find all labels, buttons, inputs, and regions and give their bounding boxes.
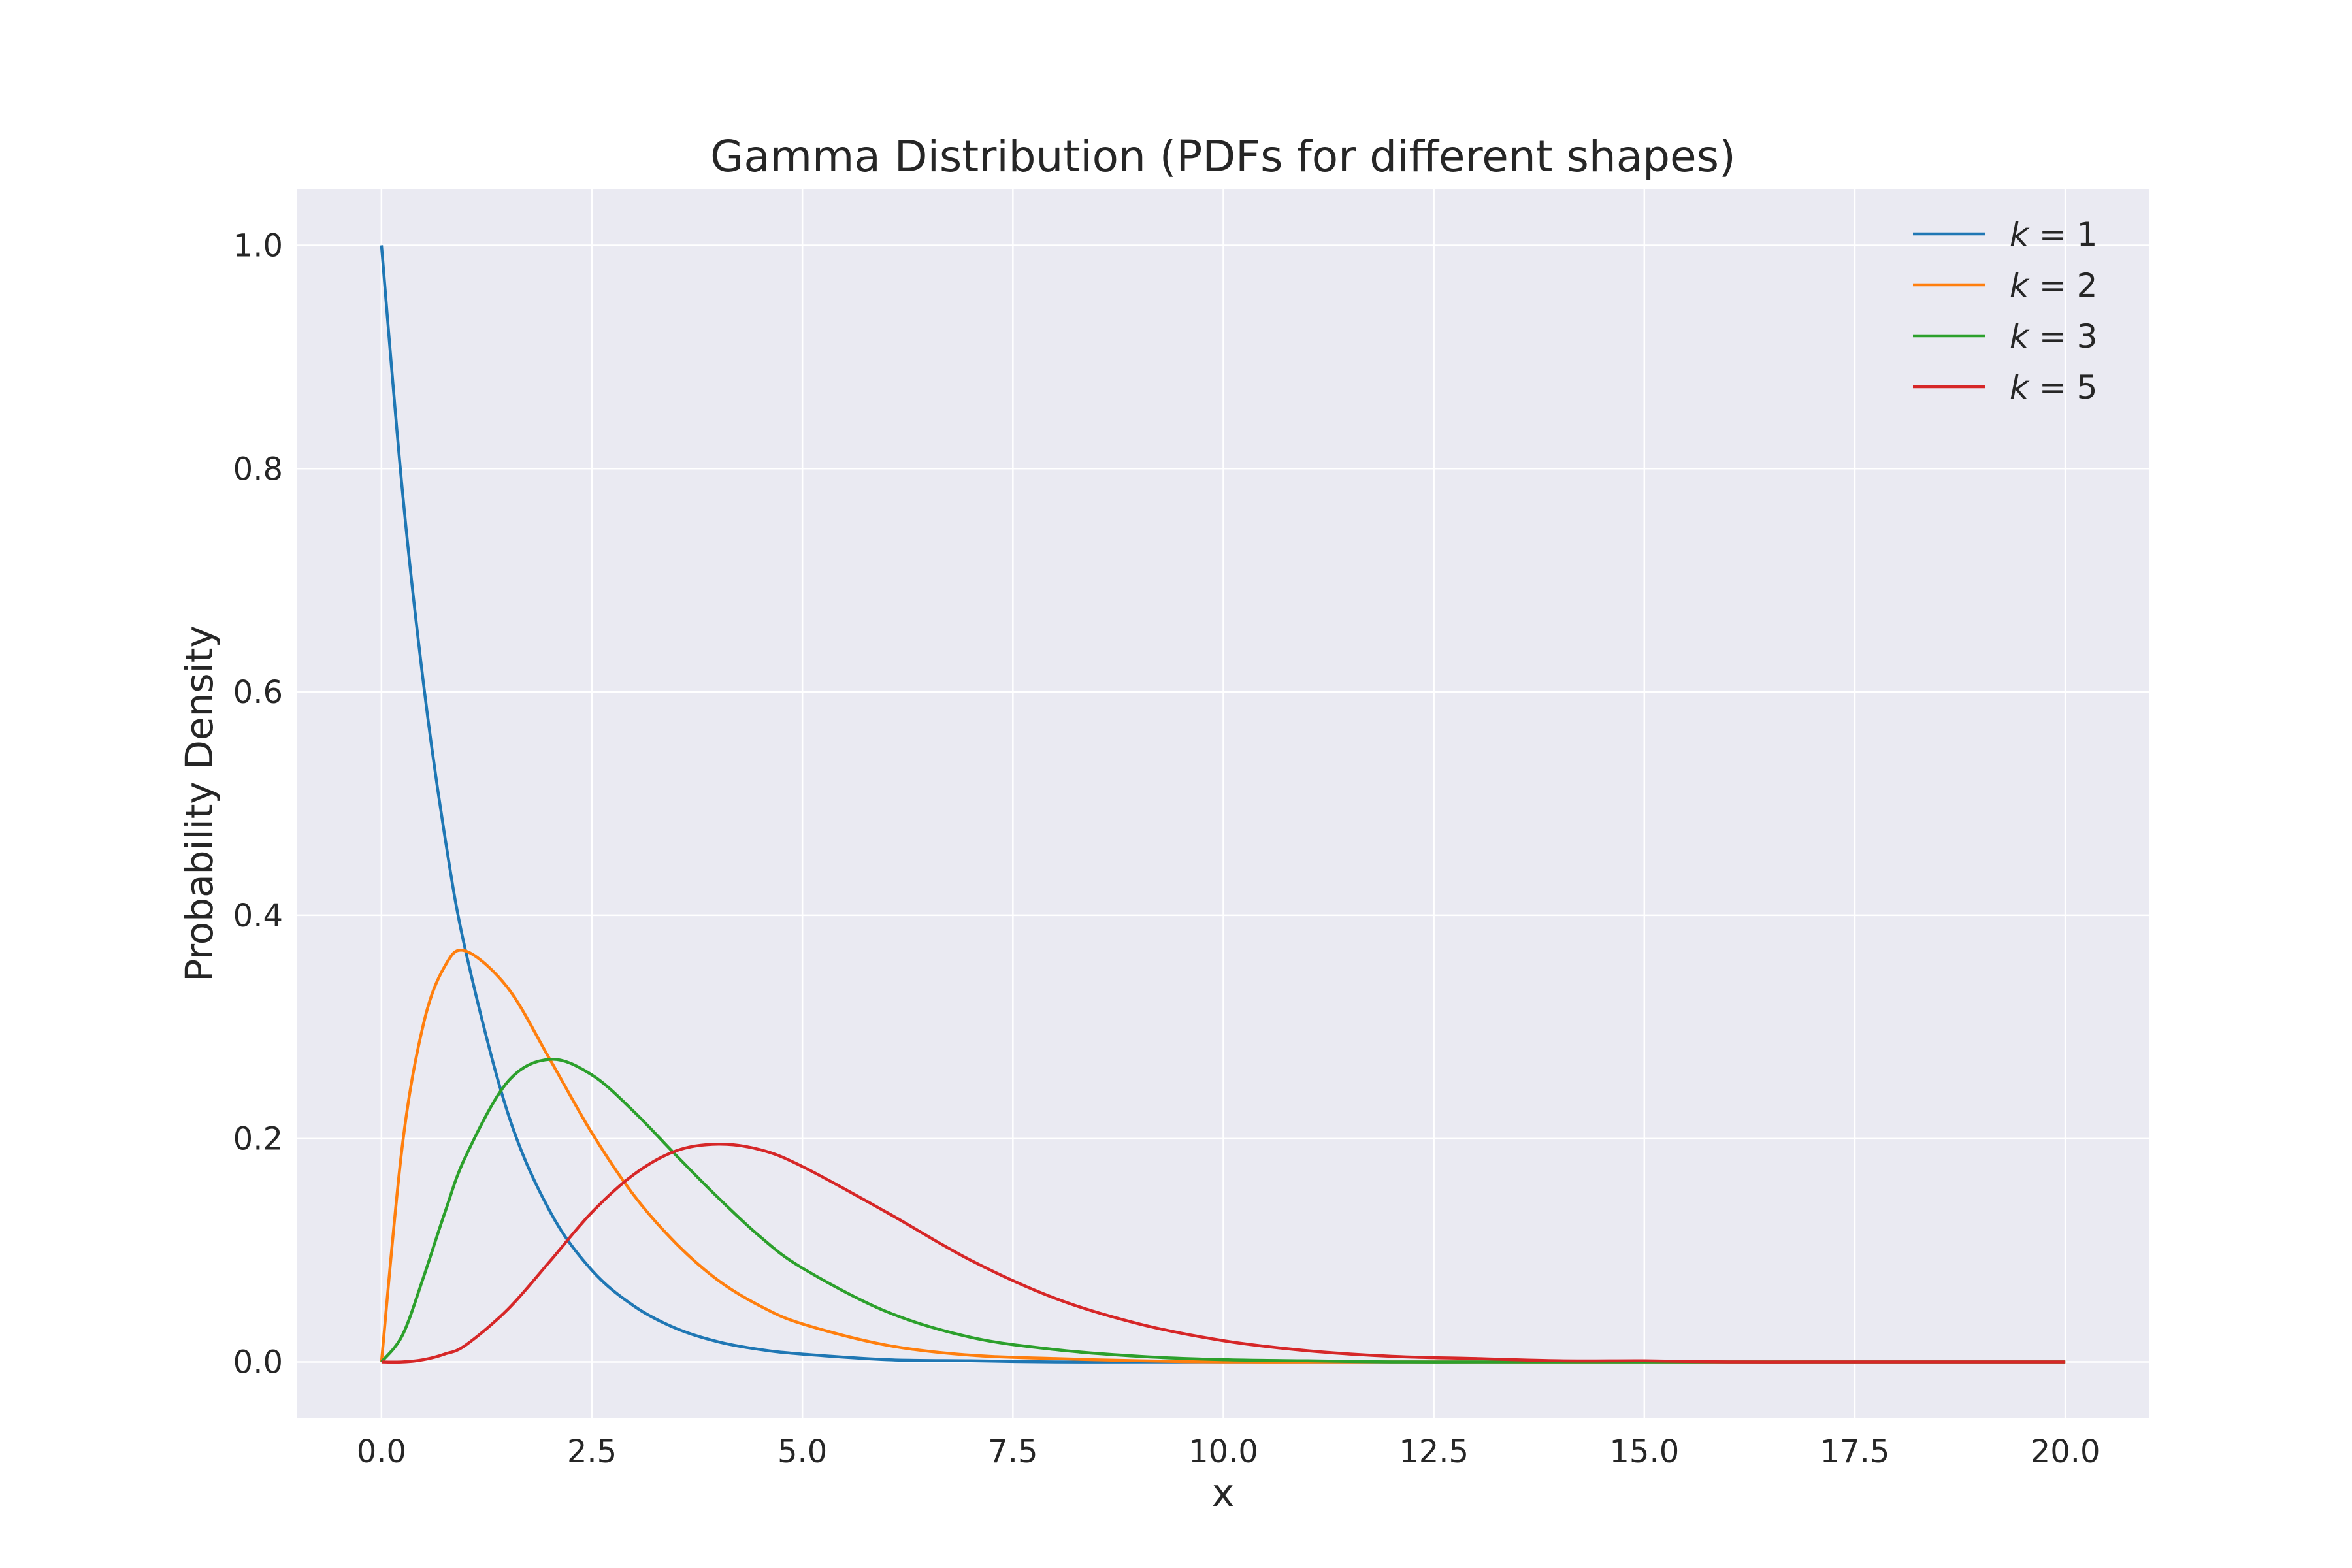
x-tick-label: 5.0	[777, 1433, 827, 1470]
y-tick-label: 0.6	[233, 674, 283, 711]
x-tick-label: 0.0	[357, 1433, 406, 1470]
x-tick-label: 17.5	[1820, 1433, 1890, 1470]
y-axis-label: Probability Density	[177, 625, 221, 982]
legend-label: k = 5	[2010, 368, 2097, 406]
legend-label: k = 3	[2010, 318, 2097, 355]
x-tick-label: 12.5	[1399, 1433, 1469, 1470]
series-line-k5	[381, 1143, 2066, 1364]
x-tick-label: 15.0	[1609, 1433, 1679, 1470]
y-tick-label: 0.8	[233, 451, 283, 487]
y-tick-label: 0.0	[233, 1345, 283, 1381]
x-tick-label: 10.0	[1188, 1433, 1258, 1470]
chart-title: Gamma Distribution (PDFs for different s…	[710, 131, 1736, 182]
y-tick-label: 0.4	[233, 898, 283, 934]
x-tick-label: 7.5	[988, 1433, 1037, 1470]
series-lines	[380, 245, 2066, 1364]
x-tick-label: 2.5	[567, 1433, 617, 1470]
legend: k = 1 k = 2 k = 3 k = 5	[1913, 216, 2097, 406]
y-tick-label: 1.0	[233, 227, 283, 264]
y-tick-labels: 0.0 0.2 0.4 0.6 0.8 1.0	[233, 227, 283, 1380]
legend-label: k = 1	[2010, 216, 2097, 253]
legend-label: k = 2	[2010, 267, 2097, 304]
x-tick-labels: 0.0 2.5 5.0 7.5 10.0 12.5 15.0 17.5 20.0	[357, 1433, 2100, 1470]
y-tick-label: 0.2	[233, 1121, 283, 1158]
x-tick-label: 20.0	[2031, 1433, 2100, 1470]
x-axis-label: x	[1212, 1471, 1234, 1515]
